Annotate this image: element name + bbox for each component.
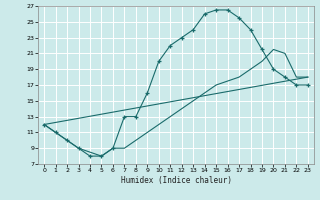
X-axis label: Humidex (Indice chaleur): Humidex (Indice chaleur) xyxy=(121,176,231,185)
